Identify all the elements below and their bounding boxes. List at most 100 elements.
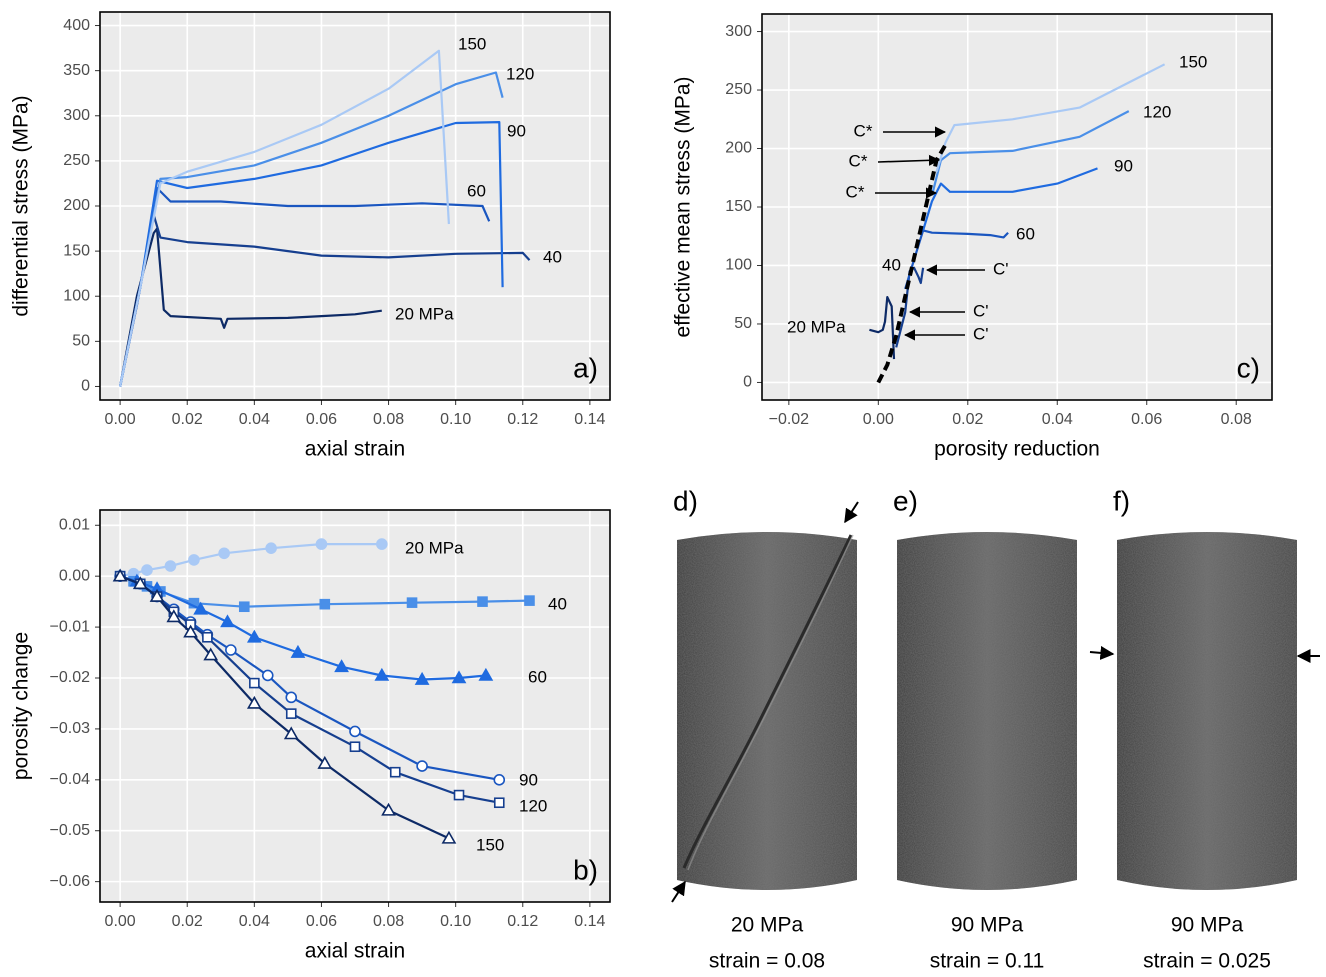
- x-tick-label: 0.02: [952, 411, 983, 428]
- marker: [478, 667, 494, 681]
- photo-label: e): [893, 485, 918, 516]
- x-tick-label: 0.08: [373, 411, 404, 428]
- marker: [141, 564, 153, 576]
- marker: [524, 595, 535, 606]
- marker: [246, 695, 262, 709]
- x-axis-title: axial strain: [305, 438, 405, 461]
- series-line: [119, 49, 450, 387]
- panel-label: b): [573, 854, 598, 885]
- y-tick-label: 0.00: [59, 567, 90, 584]
- marker: [317, 755, 333, 769]
- marker: [220, 614, 235, 628]
- x-tick-label: 0.06: [306, 411, 337, 428]
- annotation: C': [973, 324, 989, 343]
- marker: [349, 725, 361, 738]
- marker: [283, 726, 299, 740]
- series-label: 90: [519, 770, 538, 789]
- series-line: [119, 121, 504, 387]
- y-tick-label: 0.01: [59, 516, 90, 533]
- y-tick-label: 350: [63, 62, 90, 79]
- y-tick-label: 100: [63, 287, 90, 304]
- marker: [493, 797, 505, 809]
- marker: [238, 601, 250, 613]
- y-tick-label: 200: [63, 197, 90, 214]
- y-tick-label: 0: [81, 378, 90, 395]
- y-tick-label: 0: [743, 374, 752, 391]
- y-tick-label: 150: [63, 242, 90, 259]
- y-tick-label: −0.04: [50, 771, 91, 788]
- fracture: [682, 534, 853, 869]
- marker: [166, 609, 182, 623]
- x-tick-label: −0.02: [769, 411, 810, 428]
- marker: [203, 647, 219, 661]
- series-label: 20 MPa: [787, 317, 846, 336]
- marker: [453, 789, 465, 801]
- series-label: 20 MPa: [405, 538, 464, 557]
- series-label: 60: [528, 667, 547, 686]
- x-axis-title: porosity reduction: [934, 438, 1100, 461]
- photo-note: strain = 0.08: [709, 950, 825, 973]
- marker: [389, 766, 401, 778]
- x-tick-label: 0.08: [1221, 411, 1252, 428]
- marker: [265, 542, 277, 554]
- x-tick-label: 0.04: [239, 913, 270, 930]
- y-tick-label: 250: [725, 81, 752, 98]
- series-line: [895, 266, 925, 348]
- panel: −0.02 0.00 0.02 0.04 0.06 0.08 0 50 100 150 200 250…: [672, 13, 1273, 461]
- marker: [225, 644, 237, 656]
- marker: [249, 677, 260, 689]
- x-tick-label: 0.00: [863, 411, 894, 428]
- annotation: C*: [849, 151, 868, 170]
- x-tick-label: 0.08: [373, 913, 404, 930]
- y-tick-label: −0.02: [50, 669, 91, 686]
- marker: [349, 741, 361, 753]
- marker: [149, 588, 165, 602]
- series-label: 120: [506, 64, 534, 83]
- photo-note: strain = 0.025: [1143, 950, 1271, 973]
- x-tick-label: 0.04: [239, 411, 270, 428]
- marker: [381, 802, 396, 816]
- photo-arrow: [671, 880, 686, 903]
- x-tick-label: 0.14: [574, 913, 605, 930]
- series-label: 150: [458, 34, 486, 53]
- marker: [112, 568, 128, 582]
- x-tick-label: 0.04: [1042, 411, 1073, 428]
- photo-note: strain = 0.11: [930, 950, 1045, 973]
- plot-border: [761, 13, 1273, 401]
- series-line: [869, 296, 896, 360]
- marker: [451, 670, 467, 684]
- marker: [188, 554, 200, 566]
- marker: [319, 598, 331, 610]
- series-label: 120: [519, 796, 547, 815]
- x-tick-label: 0.06: [1131, 411, 1162, 428]
- annotation-arrow: [877, 154, 941, 166]
- marker: [202, 631, 213, 643]
- photo-arrow: [844, 501, 859, 524]
- marker: [414, 671, 430, 685]
- series-label: 40: [548, 594, 567, 613]
- x-tick-label: 0.00: [105, 913, 136, 930]
- y-tick-label: −0.01: [50, 618, 91, 635]
- marker: [183, 624, 198, 638]
- sample-photo: d) 20 MPa strain = 0.08: [673, 485, 857, 973]
- marker: [334, 659, 349, 673]
- y-tick-label: 50: [734, 315, 752, 332]
- marker: [193, 601, 209, 615]
- marker: [315, 538, 328, 550]
- x-tick-label: 0.12: [507, 411, 538, 428]
- marker: [477, 596, 488, 607]
- rock-texture: [897, 532, 1077, 890]
- y-tick-label: 150: [725, 198, 752, 215]
- marker: [374, 667, 390, 681]
- series-label: 150: [476, 835, 504, 854]
- marker: [441, 830, 457, 844]
- series-label: 90: [507, 121, 526, 140]
- series-label: 150: [1179, 52, 1207, 71]
- x-tick-label: 0.10: [440, 913, 471, 930]
- marker: [376, 538, 388, 550]
- marker: [246, 629, 262, 643]
- series-line: [119, 227, 382, 387]
- y-tick-label: −0.03: [50, 720, 91, 737]
